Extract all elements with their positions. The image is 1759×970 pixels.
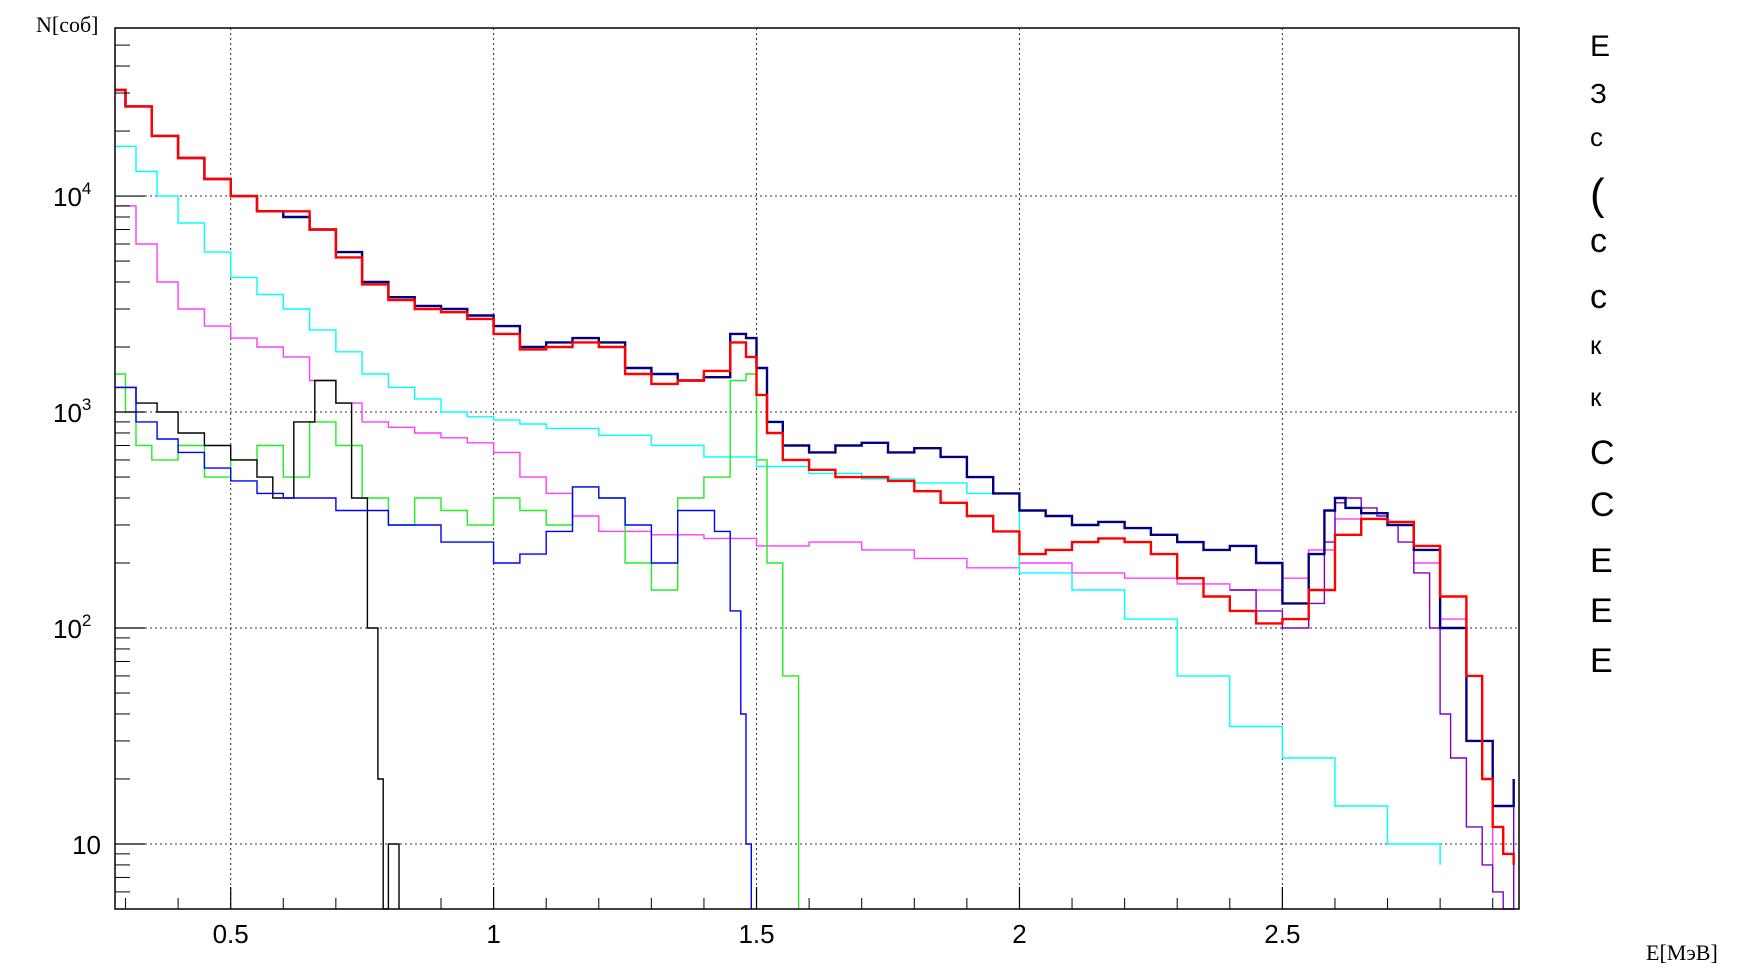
side-glyph: к [1590, 330, 1602, 360]
series-line-6 [1229, 497, 1515, 910]
y-tick-label: 103 [53, 395, 91, 428]
series-line-5 [115, 386, 752, 909]
x-tick-label: 1 [486, 919, 500, 949]
series-line-1 [115, 205, 1494, 865]
side-glyph: Е [1590, 30, 1611, 63]
side-glyph: Е [1590, 592, 1613, 630]
y-tick-labels: 10 102 103 104 [53, 179, 101, 860]
series-line-2 [115, 145, 1441, 865]
y-tick-label: 10 [72, 830, 101, 860]
side-glyph: с [1590, 278, 1607, 316]
x-tick-label: 2.5 [1264, 919, 1300, 949]
x-axis-label: E[МэВ] [1646, 940, 1718, 965]
side-glyph: с [1590, 122, 1603, 152]
y-axis-label: N[соб] [36, 12, 99, 37]
series-line-8 [115, 88, 1515, 865]
x-tick-label: 0.5 [213, 919, 249, 949]
x-tick-labels: 0.5 1 1.5 2 2.5 [213, 919, 1301, 949]
y-tick-label: 102 [53, 611, 91, 644]
side-glyph: ( [1590, 170, 1605, 219]
series-line-3 [115, 373, 800, 909]
side-glyph: Е [1590, 542, 1613, 580]
side-glyph: С [1590, 486, 1615, 524]
axis-ticks [115, 27, 1494, 910]
y-tick-label: 104 [53, 179, 91, 212]
x-tick-label: 2 [1012, 919, 1026, 949]
side-glyph: к [1590, 382, 1602, 412]
series-layer [115, 88, 1515, 910]
side-glyph: С [1590, 434, 1615, 472]
side-glyph: Е [1590, 642, 1613, 680]
plot-frame [114, 27, 1520, 910]
side-glyph: З [1590, 78, 1607, 109]
grid [115, 28, 1519, 909]
side-glyph: с [1590, 222, 1607, 260]
series-line-4 [115, 379, 400, 910]
x-tick-label: 1.5 [738, 919, 774, 949]
series-line-7 [115, 88, 1515, 808]
